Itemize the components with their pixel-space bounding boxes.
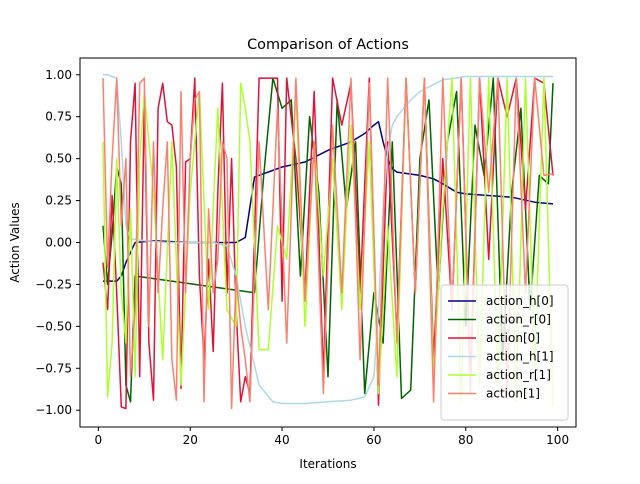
y-tick-label: 0.50 [45,152,72,166]
chart-title: Comparison of Actions [247,37,409,53]
y-tick-label: −1.00 [35,403,72,417]
y-axis: −1.00 −0.75 −0.50 −0.25 0.00 0.25 0.50 0.75 1.00 [35,68,80,417]
y-tick-label: 0.00 [45,236,72,250]
y-tick-label: 0.25 [45,194,72,208]
series-line-4 [102,77,554,407]
y-tick-label: 0.75 [45,110,72,124]
legend-label: action_r[1] [486,368,551,382]
y-tick-label: −0.25 [35,277,72,291]
x-tick-label: 0 [95,433,103,447]
series-line-5 [102,77,554,410]
legend-label: action[1] [486,387,540,401]
y-tick-label: −0.75 [35,361,72,375]
x-axis: 0 20 40 60 80 100 [95,427,569,447]
x-tick-label: 20 [183,433,198,447]
legend-label: action[0] [486,331,540,345]
x-tick-label: 80 [458,433,473,447]
x-tick-label: 60 [366,433,381,447]
series-layer [102,74,554,410]
x-tick-label: 100 [546,433,569,447]
legend-label: action_r[0] [486,313,551,327]
y-tick-label: −0.50 [35,319,72,333]
x-tick-label: 40 [274,433,289,447]
legend: action_h[0] action_r[0] action[0] action_h[… [440,284,569,421]
x-axis-label: Iterations [299,457,356,471]
y-tick-label: 1.00 [45,68,72,82]
legend-label: action_h[1] [486,350,554,364]
y-axis-label: Action Values [8,202,22,283]
legend-label: action_h[0] [486,294,554,308]
